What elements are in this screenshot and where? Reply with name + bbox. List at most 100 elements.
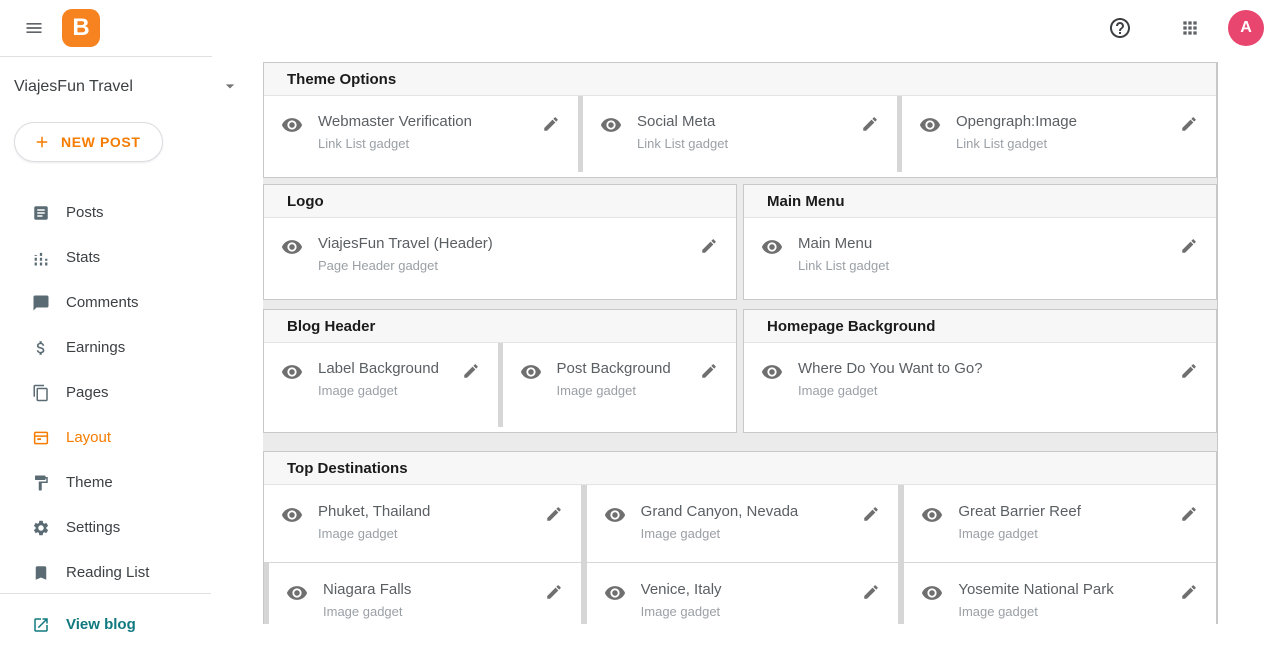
gadget-type: Image gadget: [318, 526, 398, 541]
gadget-info: Where Do You Want to Go? Image gadget: [798, 360, 1180, 398]
edit-icon[interactable]: [700, 362, 718, 380]
section-logo: Logo ViajesFun Travel (Header) Page Head…: [263, 184, 737, 300]
layout-row: Blog Header Label Background Image gadge…: [263, 309, 1217, 433]
visibility-icon[interactable]: [921, 504, 943, 526]
visibility-icon[interactable]: [761, 361, 783, 383]
gadget-title: Phuket, Thailand: [318, 503, 431, 520]
gadget-type: Image gadget: [798, 383, 878, 398]
gadget-title: Post Background: [556, 360, 671, 377]
visibility-icon[interactable]: [921, 582, 943, 604]
gadget-card[interactable]: Niagara Falls Image gadget: [264, 563, 581, 624]
sidebar-item-stats[interactable]: Stats: [0, 235, 240, 280]
plus-icon: [33, 133, 51, 151]
gadget-title: Niagara Falls: [323, 581, 412, 598]
gadget-card[interactable]: Social Meta Link List gadget: [578, 96, 897, 172]
menu-button[interactable]: [24, 18, 44, 38]
edit-icon[interactable]: [545, 583, 563, 601]
gadget-info: Yosemite National Park Image gadget: [958, 581, 1180, 619]
sidebar-item-label: Comments: [66, 294, 139, 311]
edit-icon[interactable]: [862, 505, 880, 523]
gadget-card[interactable]: Venice, Italy Image gadget: [581, 563, 899, 624]
edit-icon[interactable]: [1180, 505, 1198, 523]
new-post-button[interactable]: NEW POST: [14, 122, 164, 162]
help-button[interactable]: [1108, 16, 1132, 40]
view-blog-link[interactable]: View blog: [0, 602, 240, 647]
layout-editor: Theme Options Webmaster Verification Lin…: [263, 62, 1218, 624]
sidebar-item-posts[interactable]: Posts: [0, 190, 240, 235]
sidebar-item-reading-list[interactable]: Reading List: [0, 550, 240, 595]
layout-row: Logo ViajesFun Travel (Header) Page Head…: [263, 184, 1217, 300]
gadget-type: Link List gadget: [956, 136, 1048, 151]
gadget-card[interactable]: Opengraph:Image Link List gadget: [897, 96, 1216, 172]
gadget-title: Where Do You Want to Go?: [798, 360, 983, 377]
hamburger-icon: [24, 18, 44, 38]
gadget-card[interactable]: Great Barrier Reef Image gadget: [899, 485, 1216, 562]
gadget-title: Social Meta: [637, 113, 716, 130]
visibility-icon[interactable]: [281, 114, 303, 136]
blog-selector[interactable]: ViajesFun Travel: [0, 74, 240, 104]
edit-icon[interactable]: [542, 115, 560, 133]
gadget-info: Label Background Image gadget: [318, 360, 462, 398]
sidebar-item-comments[interactable]: Comments: [0, 280, 240, 325]
edit-icon[interactable]: [1180, 362, 1198, 380]
gadget-type: Image gadget: [318, 383, 398, 398]
sidebar-item-theme[interactable]: Theme: [0, 460, 240, 505]
section-body: Phuket, Thailand Image gadget Grand Cany…: [264, 485, 1216, 624]
sidebar-item-settings[interactable]: Settings: [0, 505, 240, 550]
section-blog-header: Blog Header Label Background Image gadge…: [263, 309, 737, 433]
layout-row: Theme Options Webmaster Verification Lin…: [263, 62, 1217, 178]
section-body: ViajesFun Travel (Header) Page Header ga…: [264, 218, 736, 299]
visibility-icon[interactable]: [286, 582, 308, 604]
visibility-icon[interactable]: [761, 236, 783, 258]
gadget-card[interactable]: Where Do You Want to Go? Image gadget: [744, 343, 1216, 427]
gadget-card[interactable]: Yosemite National Park Image gadget: [899, 563, 1216, 624]
gadget-card[interactable]: Post Background Image gadget: [497, 343, 736, 427]
gadget-type: Link List gadget: [798, 258, 890, 273]
gadget-title: ViajesFun Travel (Header): [318, 235, 493, 252]
gadget-card[interactable]: Label Background Image gadget: [264, 343, 498, 427]
sidebar-item-pages[interactable]: Pages: [0, 370, 240, 415]
sidebar-item-label: Settings: [66, 519, 121, 536]
edit-icon[interactable]: [545, 505, 563, 523]
edit-icon[interactable]: [462, 362, 480, 380]
gadget-type: Image gadget: [640, 526, 721, 541]
edit-icon[interactable]: [861, 115, 879, 133]
layout-row: Top Destinations Phuket, Thailand Image …: [263, 451, 1217, 624]
section-main-menu: Main Menu Main Menu Link List gadget: [743, 184, 1217, 300]
blogger-logo[interactable]: B: [62, 9, 100, 47]
visibility-icon[interactable]: [600, 114, 622, 136]
section-title: Top Destinations: [264, 452, 1216, 485]
gadget-card[interactable]: ViajesFun Travel (Header) Page Header ga…: [264, 218, 736, 294]
gadget-title: Opengraph:Image: [956, 113, 1077, 130]
sidebar-item-layout[interactable]: Layout: [0, 415, 240, 460]
gadget-card[interactable]: Grand Canyon, Nevada Image gadget: [581, 485, 899, 562]
posts-icon: [32, 204, 50, 222]
gadget-card[interactable]: Webmaster Verification Link List gadget: [264, 96, 578, 172]
gadget-card[interactable]: Main Menu Link List gadget: [744, 218, 1216, 294]
apps-button[interactable]: [1180, 18, 1200, 38]
sidebar-item-label: Theme: [66, 474, 113, 491]
edit-icon[interactable]: [700, 237, 718, 255]
visibility-icon[interactable]: [604, 504, 626, 526]
gadget-card[interactable]: Phuket, Thailand Image gadget: [264, 485, 581, 562]
gadget-type: Image gadget: [958, 604, 1038, 619]
edit-icon[interactable]: [1180, 237, 1198, 255]
visibility-icon[interactable]: [281, 236, 303, 258]
edit-icon[interactable]: [1180, 115, 1198, 133]
visibility-icon[interactable]: [281, 504, 303, 526]
avatar[interactable]: A: [1228, 10, 1264, 46]
edit-icon[interactable]: [862, 583, 880, 601]
sidebar-item-label: Layout: [66, 429, 112, 446]
visibility-icon[interactable]: [919, 114, 941, 136]
divider: [0, 593, 211, 594]
edit-icon[interactable]: [1180, 583, 1198, 601]
visibility-icon[interactable]: [281, 361, 303, 383]
visibility-icon[interactable]: [604, 582, 626, 604]
sidebar-item-earnings[interactable]: Earnings: [0, 325, 240, 370]
blog-title: ViajesFun Travel: [14, 78, 133, 95]
section-title: Homepage Background: [744, 310, 1216, 343]
section-title: Blog Header: [264, 310, 736, 343]
section-top-destinations: Top Destinations Phuket, Thailand Image …: [263, 451, 1217, 624]
sidebar-nav: Posts Stats Comments Earnings: [0, 190, 240, 595]
visibility-icon[interactable]: [520, 361, 542, 383]
